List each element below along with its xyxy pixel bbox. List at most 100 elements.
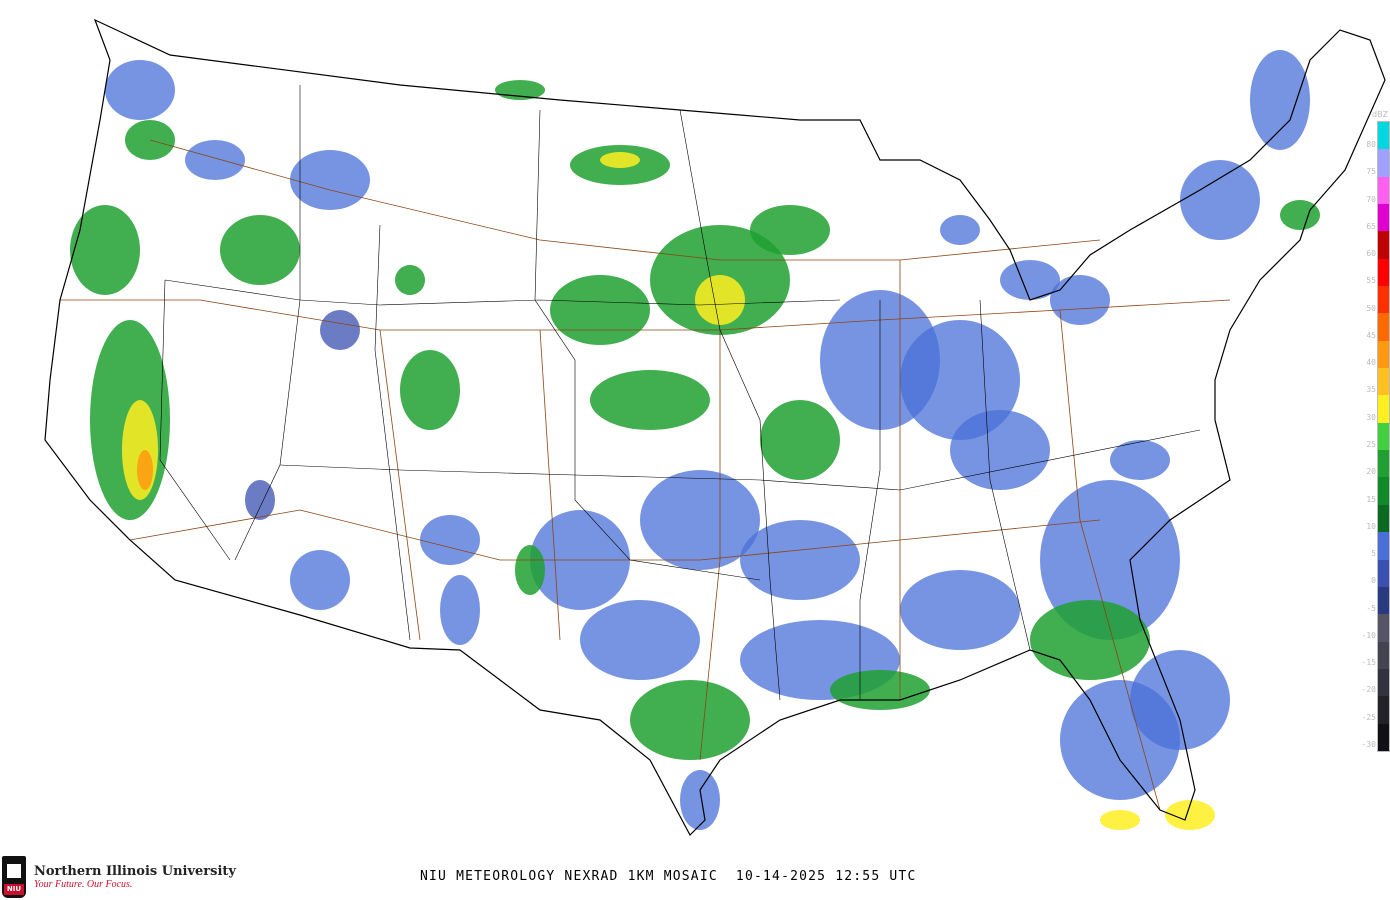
- radar-echo: [590, 370, 710, 430]
- legend-label: -25: [1361, 712, 1376, 722]
- radar-echo: [750, 205, 830, 255]
- legend-label: 35: [1366, 385, 1376, 395]
- radar-echo: [1180, 160, 1260, 240]
- highway-line: [1059, 309, 1161, 811]
- radar-echoes: [70, 50, 1320, 830]
- radar-echo: [600, 152, 640, 168]
- legend-label: 5: [1371, 549, 1376, 559]
- legend-swatch: [1378, 723, 1389, 751]
- university-tagline: Your Future. Our Focus.: [34, 879, 133, 890]
- radar-echo: [1280, 200, 1320, 230]
- legend-swatch: [1378, 122, 1389, 150]
- legend-label: 30: [1366, 412, 1376, 422]
- legend-unit: dBZ: [1372, 110, 1389, 119]
- legend-swatch: [1378, 231, 1389, 259]
- radar-echo: [1130, 650, 1230, 750]
- legend-swatch: [1378, 696, 1389, 724]
- radar-echo: [1000, 260, 1060, 300]
- legend-label: -30: [1361, 740, 1376, 749]
- radar-echo: [740, 520, 860, 600]
- dbz-color-legend: [1377, 121, 1390, 752]
- legend-swatch: [1378, 668, 1389, 697]
- radar-echo: [630, 680, 750, 760]
- highway-line: [699, 330, 721, 761]
- legend-label: 45: [1366, 330, 1376, 340]
- radar-echo: [440, 575, 480, 645]
- legend-swatch: [1378, 258, 1389, 287]
- legend-label: 70: [1366, 194, 1376, 204]
- radar-echo: [185, 140, 245, 180]
- legend-swatch: [1378, 532, 1389, 560]
- radar-echo: [580, 600, 700, 680]
- legend-swatch: [1378, 504, 1389, 533]
- highway-line: [60, 299, 1231, 331]
- legend-label: 25: [1366, 440, 1376, 449]
- radar-echo: [1100, 810, 1140, 830]
- legend-label: -5: [1366, 603, 1376, 613]
- legend-label: 40: [1366, 358, 1376, 368]
- legend-swatch: [1378, 477, 1389, 505]
- logo-badge: NIU: [4, 884, 24, 895]
- radar-echo: [830, 670, 930, 710]
- radar-echo: [245, 480, 275, 520]
- highway-line: [129, 509, 1101, 561]
- legend-label: 80: [1366, 140, 1376, 149]
- radar-echo: [1050, 275, 1110, 325]
- legend-swatch: [1378, 641, 1389, 669]
- highway-line: [379, 329, 421, 641]
- legend-swatch: [1378, 313, 1389, 341]
- niu-shield-icon: NIU: [2, 856, 26, 898]
- legend-label: 20: [1366, 467, 1376, 477]
- legend-label: -15: [1361, 658, 1376, 668]
- radar-echo: [900, 570, 1020, 650]
- radar-echo: [495, 80, 545, 100]
- legend-swatch: [1378, 204, 1389, 232]
- radar-echo: [1030, 600, 1150, 680]
- radar-echo: [320, 310, 360, 350]
- legend-swatch: [1378, 395, 1389, 423]
- radar-echo: [695, 275, 745, 325]
- radar-echo: [950, 410, 1050, 490]
- legend-swatch: [1378, 422, 1389, 451]
- radar-echo: [940, 215, 980, 245]
- radar-echo: [760, 400, 840, 480]
- radar-echo: [680, 770, 720, 830]
- radar-echo: [70, 205, 140, 295]
- radar-echo: [220, 215, 300, 285]
- state-boundaries: [159, 85, 1201, 701]
- radar-echo: [550, 275, 650, 345]
- legend-swatch: [1378, 450, 1389, 478]
- legend-swatch: [1378, 559, 1389, 587]
- map-title: NIU METEOROLOGY NEXRAD 1KM MOSAIC 10-14-…: [420, 869, 917, 884]
- legend-swatch: [1378, 368, 1389, 396]
- legend-label: 0: [1371, 576, 1376, 586]
- radar-echo: [1040, 480, 1180, 640]
- us-outline: [44, 18, 1386, 836]
- legend-label: 65: [1366, 221, 1376, 231]
- radar-echo: [395, 265, 425, 295]
- legend-label: 10: [1366, 521, 1376, 531]
- university-name: Northern Illinois University: [34, 864, 236, 879]
- legend-label: -20: [1361, 685, 1376, 695]
- legend-swatch: [1378, 586, 1389, 615]
- legend-label: 50: [1366, 303, 1376, 313]
- radar-echo: [1165, 800, 1215, 830]
- legend-swatch: [1378, 614, 1389, 642]
- legend-label: 75: [1366, 167, 1376, 177]
- legend-label: 15: [1366, 494, 1376, 504]
- radar-echo: [400, 350, 460, 430]
- legend-swatch: [1378, 149, 1389, 177]
- radar-echo: [137, 450, 153, 490]
- radar-echo: [1110, 440, 1170, 480]
- legend-label: 55: [1366, 276, 1376, 286]
- legend-label: -10: [1361, 630, 1376, 640]
- radar-echo: [290, 150, 370, 210]
- highway-line: [539, 329, 561, 641]
- radar-echo: [515, 545, 545, 595]
- niu-logo: NIU Northern Illinois University Your Fu…: [2, 856, 236, 898]
- radar-echo: [640, 470, 760, 570]
- legend-label: 60: [1366, 249, 1376, 259]
- radar-echo: [290, 550, 350, 610]
- legend-swatch: [1378, 340, 1389, 369]
